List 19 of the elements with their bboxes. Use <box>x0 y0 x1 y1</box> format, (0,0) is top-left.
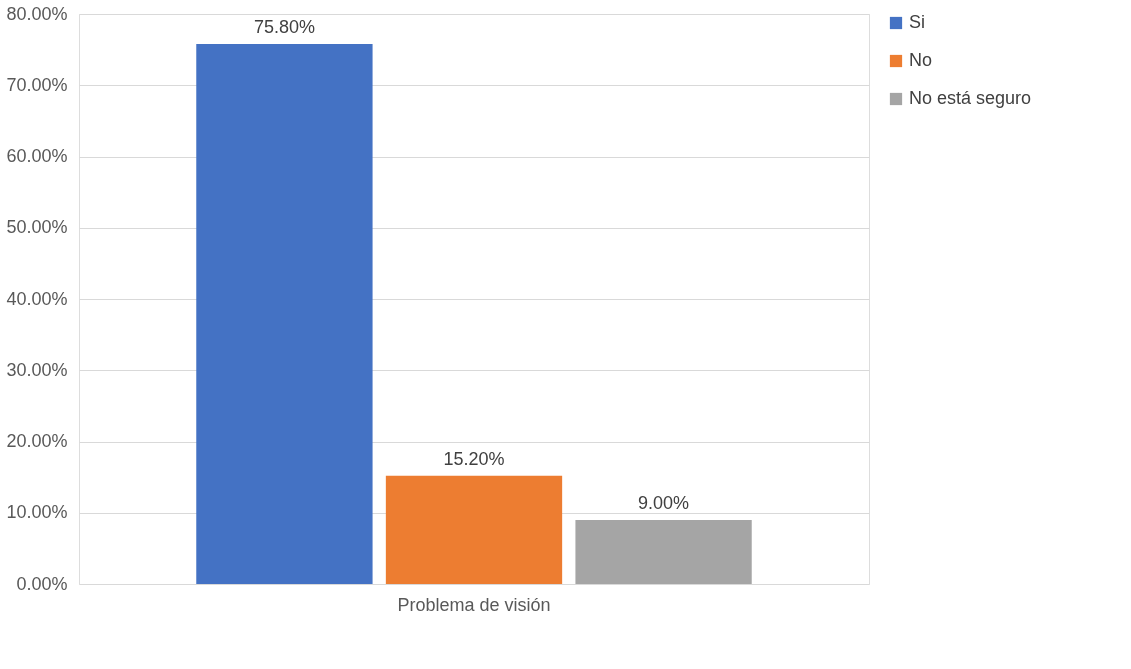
x-tick-label: Problema de visión <box>397 594 551 615</box>
bar <box>196 43 373 584</box>
bar <box>385 475 563 584</box>
legend-label: Si <box>909 12 926 32</box>
bar <box>575 519 752 584</box>
y-tick-label: 20.00% <box>6 431 68 451</box>
y-tick-label: 30.00% <box>6 359 68 380</box>
y-tick-label: 0.00% <box>16 573 68 594</box>
y-tick-label: 50.00% <box>6 217 68 238</box>
data-label: 15.20% <box>443 448 505 469</box>
y-tick-label: 10.00% <box>6 502 68 523</box>
y-tick-label: 60.00% <box>6 146 68 166</box>
y-tick-label: 70.00% <box>6 74 68 95</box>
y-tick-label: 40.00% <box>6 288 68 309</box>
legend-label: No <box>909 50 933 70</box>
legend-label: No está seguro <box>909 88 1032 108</box>
y-tick-label: 80.00% <box>6 3 68 24</box>
data-label: 75.80% <box>253 16 315 37</box>
data-label: 9.00% <box>638 492 690 513</box>
